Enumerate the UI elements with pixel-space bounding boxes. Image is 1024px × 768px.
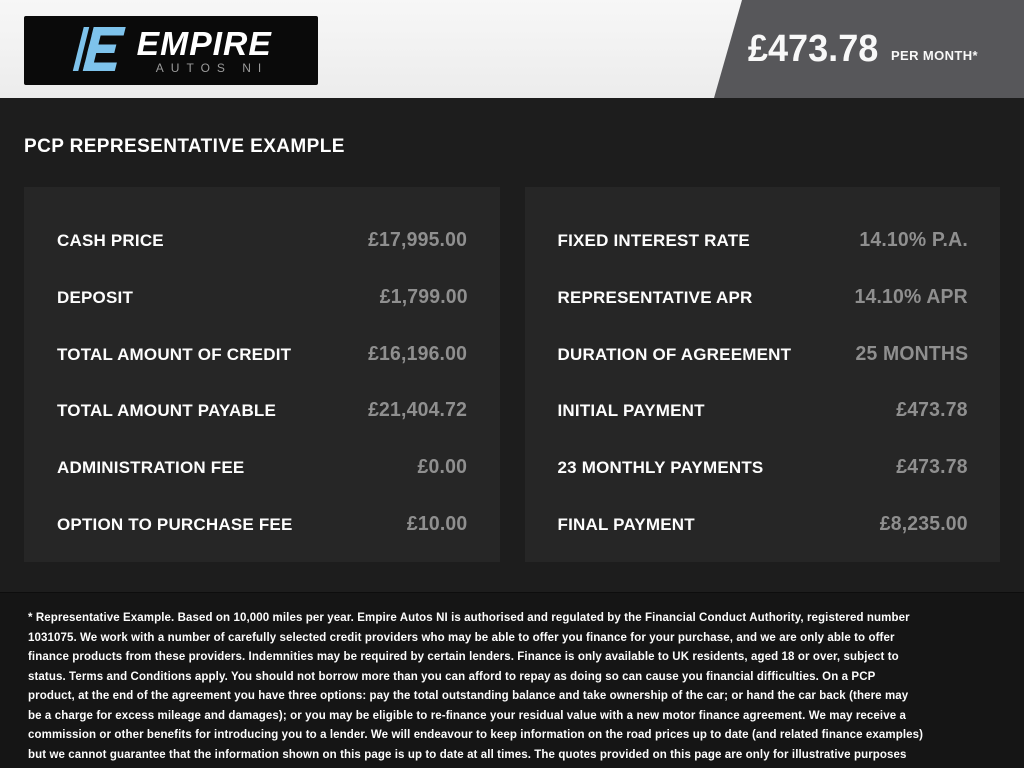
monthly-price-amount: £473.78 xyxy=(747,27,878,70)
monthly-price-banner: £473.78 PER MONTH* xyxy=(714,0,1024,98)
row-representative-apr: REPRESENTATIVE APR 14.10% APR xyxy=(558,286,969,309)
row-option-to-purchase-fee: OPTION TO PURCHASE FEE £10.00 xyxy=(57,513,468,536)
finance-label: INITIAL PAYMENT xyxy=(557,401,705,421)
finance-value: £8,235.00 xyxy=(879,512,968,535)
finance-label: TOTAL AMOUNT OF CREDIT xyxy=(57,344,292,364)
row-monthly-payments: 23 MONTHLY PAYMENTS £473.78 xyxy=(558,456,969,479)
finance-label: ADMINISTRATION FEE xyxy=(57,458,245,478)
finance-label: TOTAL AMOUNT PAYABLE xyxy=(57,401,277,421)
finance-value: £1,799.00 xyxy=(379,285,468,308)
monthly-price-suffix: PER MONTH* xyxy=(890,47,978,63)
finance-label: REPRESENTATIVE APR xyxy=(557,287,753,307)
row-initial-payment: INITIAL PAYMENT £473.78 xyxy=(558,399,969,422)
finance-label: CASH PRICE xyxy=(57,231,164,250)
row-administration-fee: ADMINISTRATION FEE £0.00 xyxy=(57,456,468,479)
finance-label: FIXED INTEREST RATE xyxy=(557,231,750,250)
finance-value: £17,995.00 xyxy=(368,229,468,251)
finance-panel-left: CASH PRICE £17,995.00 DEPOSIT £1,799.00 … xyxy=(24,187,500,562)
finance-label: DURATION OF AGREEMENT xyxy=(557,344,792,364)
row-total-amount-payable: TOTAL AMOUNT PAYABLE £21,404.72 xyxy=(57,399,468,422)
row-duration-of-agreement: DURATION OF AGREEMENT 25 MONTHS xyxy=(558,343,969,366)
finance-label: 23 MONTHLY PAYMENTS xyxy=(557,458,764,478)
finance-value: £473.78 xyxy=(896,456,968,479)
finance-label: DEPOSIT xyxy=(57,287,134,307)
finance-value: £21,404.72 xyxy=(368,399,468,422)
finance-value: £0.00 xyxy=(417,456,468,479)
page-header: EMPIRE AUTOS NI £473.78 PER MONTH* xyxy=(0,0,1024,98)
logo-text: EMPIRE AUTOS NI xyxy=(136,24,272,75)
finance-value: 14.10% APR xyxy=(854,285,968,308)
finance-value: £10.00 xyxy=(406,512,468,535)
finance-panel-right: FIXED INTEREST RATE 14.10% P.A. REPRESEN… xyxy=(524,187,1000,562)
logo-brand: EMPIRE xyxy=(136,24,272,62)
finance-label: FINAL PAYMENT xyxy=(557,514,695,534)
finance-disclaimer: * Representative Example. Based on 10,00… xyxy=(28,612,924,761)
page-title: PCP REPRESENTATIVE EXAMPLE xyxy=(24,136,345,157)
finance-value: £473.78 xyxy=(896,399,968,422)
row-final-payment: FINAL PAYMENT £8,235.00 xyxy=(558,513,969,536)
finance-example-section: PCP REPRESENTATIVE EXAMPLE CASH PRICE £1… xyxy=(0,98,1024,592)
finance-value: 25 MONTHS xyxy=(855,342,968,365)
finance-value: £16,196.00 xyxy=(368,342,468,365)
finance-panels: CASH PRICE £17,995.00 DEPOSIT £1,799.00 … xyxy=(24,187,1000,562)
empire-logo[interactable]: EMPIRE AUTOS NI xyxy=(24,16,318,85)
row-deposit: DEPOSIT £1,799.00 xyxy=(57,286,468,309)
logo-subtitle: AUTOS NI xyxy=(155,60,269,75)
row-fixed-interest-rate: FIXED INTEREST RATE 14.10% P.A. xyxy=(558,229,969,252)
empire-e-icon xyxy=(72,26,128,77)
finance-value: 14.10% P.A. xyxy=(859,229,968,251)
page-footer: * Representative Example. Based on 10,00… xyxy=(0,592,1024,768)
finance-label: OPTION TO PURCHASE FEE xyxy=(57,514,293,534)
row-cash-price: CASH PRICE £17,995.00 xyxy=(57,229,468,252)
row-total-amount-of-credit: TOTAL AMOUNT OF CREDIT £16,196.00 xyxy=(57,343,468,366)
